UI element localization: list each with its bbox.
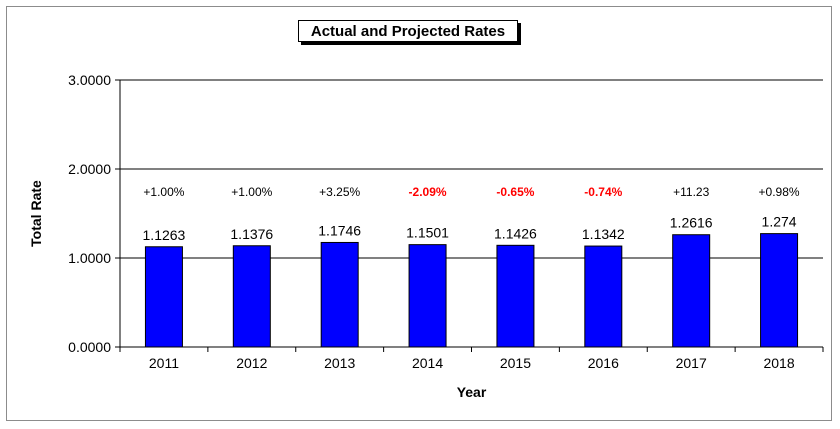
bar-value-label: 1.1342 (582, 226, 625, 242)
bar-value-label: 1.1746 (318, 222, 361, 238)
bar-value-label: 1.2616 (670, 215, 713, 231)
change-label: +11.23 (673, 185, 709, 199)
bar (584, 245, 623, 348)
bar (672, 234, 711, 348)
chart-title: Actual and Projected Rates (298, 20, 518, 42)
x-tick-label: 2018 (763, 355, 794, 371)
y-tick-label: 3.0000 (68, 72, 111, 88)
change-label: -2.09% (409, 185, 447, 199)
bar-value-label: 1.1263 (143, 227, 186, 243)
change-label: +3.25% (319, 185, 360, 199)
change-label: +1.00% (231, 185, 272, 199)
y-axis-title: Total Rate (28, 180, 44, 247)
y-tick-label: 1.0000 (68, 250, 111, 266)
bar (760, 233, 799, 348)
x-tick-label: 2013 (324, 355, 355, 371)
bar (320, 241, 359, 348)
chart-frame (6, 6, 832, 421)
x-tick-label: 2016 (588, 355, 619, 371)
change-label: -0.74% (584, 185, 622, 199)
x-tick-label: 2017 (676, 355, 707, 371)
bar-value-label: 1.1501 (406, 225, 449, 241)
y-tick-label: 2.0000 (68, 161, 111, 177)
bar (144, 246, 183, 348)
change-label: +1.00% (143, 185, 184, 199)
x-tick-label: 2015 (500, 355, 531, 371)
bar (408, 244, 447, 348)
x-tick-label: 2011 (149, 355, 179, 371)
bar-value-label: 1.274 (762, 214, 797, 230)
bar-value-label: 1.1376 (230, 226, 273, 242)
y-tick-label: 0.0000 (68, 339, 111, 355)
bar (496, 244, 535, 348)
x-axis-title: Year (457, 384, 487, 400)
x-tick-label: 2012 (236, 355, 267, 371)
bar-value-label: 1.1426 (494, 225, 537, 241)
change-label: -0.65% (496, 185, 534, 199)
change-label: +0.98% (759, 185, 800, 199)
bar (232, 245, 271, 348)
x-tick-label: 2014 (412, 355, 443, 371)
